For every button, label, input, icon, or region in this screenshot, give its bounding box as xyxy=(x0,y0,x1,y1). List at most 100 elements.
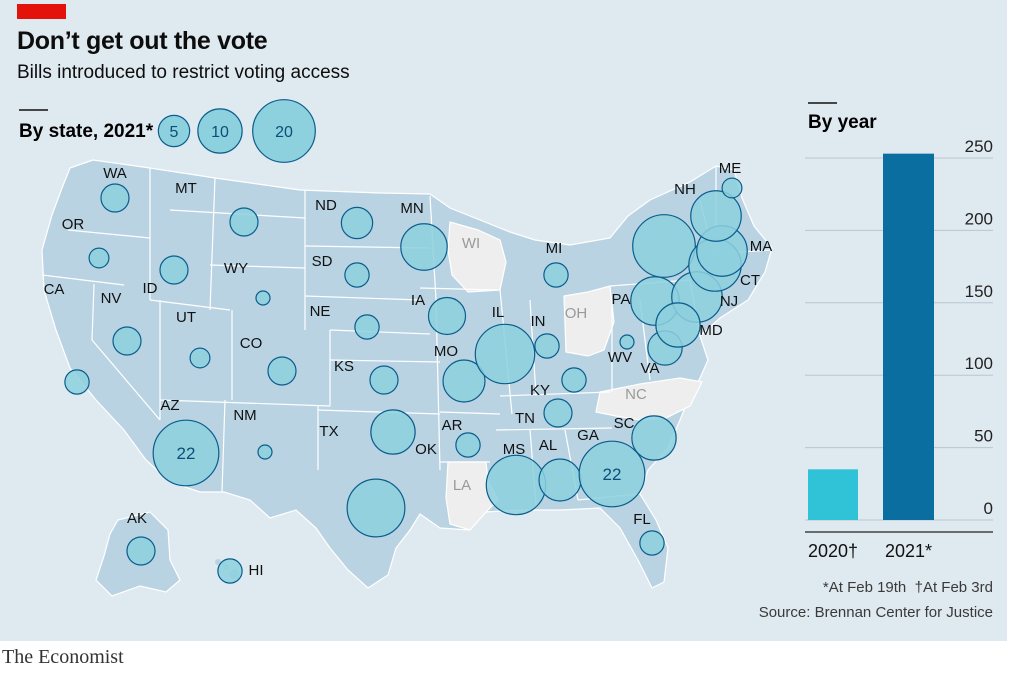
bubble-hi xyxy=(217,558,243,584)
state-label-nj: NJ xyxy=(720,293,738,310)
bubble-mn xyxy=(400,223,448,271)
chart-canvas: By state, 2021* 5 10 20 xyxy=(19,99,993,621)
state-label-in: IN xyxy=(531,313,546,330)
bubble-ky xyxy=(561,367,587,393)
bubble-md xyxy=(655,302,701,348)
state-label-me: ME xyxy=(719,160,742,177)
chart-subtitle: Bills introduced to restrict voting acce… xyxy=(17,62,350,83)
state-label-wy: WY xyxy=(224,260,248,277)
state-label-sc: SC xyxy=(614,415,635,432)
size-legend: 5 10 20 xyxy=(157,99,316,163)
bubble-co xyxy=(267,356,297,386)
state-label-ct: CT xyxy=(740,272,760,289)
state-label-nc: NC xyxy=(625,386,647,403)
bubble-mo xyxy=(442,359,486,403)
bubble-sc xyxy=(631,415,677,461)
bar-title: By year xyxy=(808,112,877,133)
bubble-ms xyxy=(485,454,547,516)
map-title: By state, 2021* xyxy=(19,121,154,142)
state-label-ma: MA xyxy=(750,238,773,255)
state-label-ok: OK xyxy=(415,441,437,458)
state-label-la: LA xyxy=(453,477,471,494)
bubble-tn xyxy=(543,398,573,428)
state-label-az: AZ xyxy=(160,397,179,414)
bubble-wa xyxy=(100,183,130,213)
state-label-nh: NH xyxy=(674,181,696,198)
bubble-ca xyxy=(64,369,90,395)
state-label-ne: NE xyxy=(310,303,331,320)
bubble-value-az: 22 xyxy=(177,444,196,463)
size-legend-label: 10 xyxy=(211,124,229,141)
bar-y-ticks: 0 50 100 150 200 250 xyxy=(965,137,993,518)
state-label-oh: OH xyxy=(565,305,588,322)
bubble-ak xyxy=(126,536,156,566)
size-legend-circle xyxy=(252,99,316,163)
la-shape xyxy=(445,461,499,531)
bar-y-tick-label: 150 xyxy=(965,282,993,301)
size-legend-circle xyxy=(157,114,191,148)
state-label-md: MD xyxy=(699,322,722,339)
bubble-nv xyxy=(112,326,142,356)
state-label-wa: WA xyxy=(103,165,127,182)
bubble-id xyxy=(159,255,189,285)
bubble-nm xyxy=(257,444,273,460)
brand-red-tag xyxy=(17,4,66,19)
state-labels: WA OR CA NV ID MT WY UT CO AZ NM ND SD NE KS OK TX MN IA MO… xyxy=(44,160,773,579)
bubble-al xyxy=(538,458,582,502)
bubble-ut xyxy=(189,347,211,369)
state-label-hi: HI xyxy=(249,562,264,579)
bubble-ar xyxy=(455,432,481,458)
state-label-fl: FL xyxy=(633,511,651,528)
state-label-ak: AK xyxy=(127,510,147,527)
bubble-wv xyxy=(619,334,635,350)
bubble-ok xyxy=(370,409,416,455)
bubble-sd xyxy=(344,262,370,288)
bubble-ia xyxy=(427,296,467,336)
bubble-in xyxy=(534,333,560,359)
state-label-sd: SD xyxy=(312,253,333,270)
no-bills-states xyxy=(445,221,703,531)
state-label-il: IL xyxy=(492,304,505,321)
oh-shape xyxy=(563,285,615,357)
state-label-mi: MI xyxy=(546,240,563,257)
chart-title: Don’t get out the vote xyxy=(17,27,268,55)
state-label-ga: GA xyxy=(577,427,599,444)
size-legend-circle xyxy=(197,108,243,154)
bubble-tx xyxy=(346,478,406,538)
state-label-nd: ND xyxy=(315,197,337,214)
bar-y-tick-label: 200 xyxy=(965,209,993,228)
bubble-me xyxy=(721,177,743,199)
bubble-ne xyxy=(354,314,380,340)
bar-category-label: 2020† xyxy=(808,541,858,561)
state-label-id: ID xyxy=(143,280,158,297)
brand-wordmark: The Economist xyxy=(2,646,124,668)
bubble-fl xyxy=(639,530,665,556)
source-note: Source: Brennan Center for Justice xyxy=(759,604,993,621)
state-label-wi: WI xyxy=(462,235,480,252)
state-label-ca: CA xyxy=(44,281,65,298)
state-label-ky: KY xyxy=(530,382,550,399)
bubble-az xyxy=(152,419,220,487)
state-label-mo: MO xyxy=(434,343,458,360)
state-label-ia: IA xyxy=(411,292,425,309)
bubble-ny xyxy=(632,214,696,278)
bar-y-tick-label: 50 xyxy=(974,427,993,446)
nc-shape xyxy=(595,377,703,421)
bubble-mt xyxy=(229,207,259,237)
state-label-tn: TN xyxy=(515,410,535,427)
bar-categories: 2020† 2021* xyxy=(808,541,932,561)
state-label-wv: WV xyxy=(608,349,632,366)
bubble-nd xyxy=(340,206,374,240)
bubble-nh xyxy=(690,190,742,242)
bubble-value-ga: 22 xyxy=(603,465,622,484)
bar-marks xyxy=(805,153,993,533)
state-label-ut: UT xyxy=(176,309,196,326)
state-label-va: VA xyxy=(641,360,660,377)
state-label-mt: MT xyxy=(175,180,197,197)
state-label-pa: PA xyxy=(612,291,631,308)
state-label-ks: KS xyxy=(334,358,354,375)
state-label-ar: AR xyxy=(442,417,463,434)
bubble-ga xyxy=(578,440,646,508)
bubble-mi xyxy=(543,262,569,288)
state-label-mn: MN xyxy=(400,200,423,217)
